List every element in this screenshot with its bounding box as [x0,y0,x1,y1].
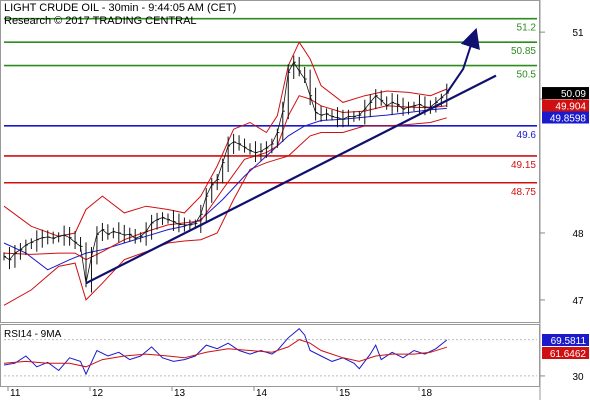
price-level-label: 49.15 [511,160,536,171]
rsi-badge-box [542,333,589,346]
price-badge-label: 50.09 [561,89,586,100]
rsi-panel-frame [0,324,540,387]
support-trend-line [85,74,497,285]
price-badge-label: 49.904 [555,102,586,113]
price-badge-box [542,87,589,100]
price-path-line [3,61,448,284]
bollinger-bands [3,41,447,306]
y-tick-label: 48 [572,229,584,240]
bollinger-upper-line [3,41,447,237]
price-level-label: 50.5 [517,70,537,81]
rsi-badges: 69.5811 61.6462 30 [540,333,589,383]
price-level-label: 50.85 [511,46,536,57]
moving-average-blue-line [3,107,447,271]
price-bars [3,55,449,293]
projection-arrow-path [445,27,480,94]
chart-title: LIGHT CRUDE OIL - 30min - 9:44:05 AM (CE… [4,2,236,14]
x-tick-label: 18 [421,388,433,399]
rsi-ma-line [3,339,447,368]
x-tick-label: 12 [92,388,104,399]
bollinger-lower-line [3,117,447,306]
price-level-label: 48.75 [511,187,536,198]
x-axis-ticks: 11 12 13 14 15 18 [7,387,433,399]
rsi-lines [3,328,537,377]
price-level-label: 51.2 [517,23,537,34]
y-axis-ticks: 51504847 [540,28,584,307]
rsi-y-tick-label: 30 [572,372,584,383]
x-tick-label: 14 [256,388,268,399]
rsi-title: RSI14 - 9MA [4,329,62,340]
x-tick-label: 13 [174,388,186,399]
x-tick-label: 11 [10,388,21,399]
y-tick-label: 51 [572,28,584,39]
y-tick-label: 47 [572,296,584,307]
price-badge-box [542,99,589,112]
price-level-label: 49.6 [517,130,537,141]
trend-line [85,74,497,285]
price-badge-box [542,111,589,124]
projection-arrow [445,27,480,94]
rsi-badge-label: 61.6462 [550,349,587,360]
x-tick-label: 15 [339,388,351,399]
rsi-badge-label: 69.5811 [551,336,587,347]
price-badge-label: 49.8598 [550,114,587,125]
rsi-badge-box [542,346,589,359]
chart-subtitle: Research © 2017 TRADING CENTRAL [4,15,197,27]
